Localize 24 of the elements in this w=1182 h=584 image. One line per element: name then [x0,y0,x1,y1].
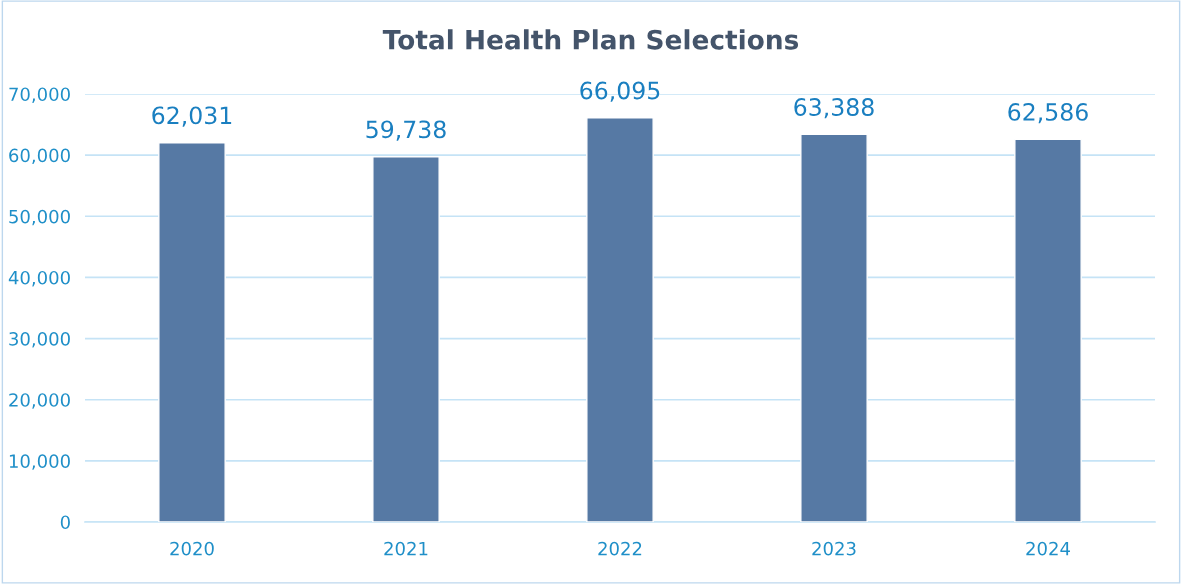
bar [158,142,226,522]
x-tick-label: 2020 [170,541,214,556]
x-tick-label: 2022 [598,541,642,556]
y-tick-label: 10,000 [9,454,70,470]
x-tick-label: 2023 [812,541,856,556]
y-tick-label: 50,000 [9,209,70,226]
chart-title: Total Health Plan Selections [382,29,799,50]
x-tick-label: 2021 [384,541,428,556]
y-tick-label: 70,000 [9,87,70,103]
data-label: 66,095 [580,81,660,102]
y-tick-label: 60,000 [9,148,70,165]
y-tick-label: 30,000 [9,332,70,348]
y-tick-label: 0 [60,515,70,530]
data-label: 62,586 [1008,103,1088,124]
bar [586,117,654,522]
x-tick-label: 2024 [1026,541,1070,556]
bar [800,133,868,522]
bar [1014,138,1082,522]
data-label: 62,031 [152,106,232,127]
y-tick-label: 20,000 [9,393,70,409]
y-tick-label: 40,000 [8,270,70,287]
bar [372,156,440,522]
data-label: 59,738 [366,120,446,141]
data-label: 63,388 [794,98,874,119]
